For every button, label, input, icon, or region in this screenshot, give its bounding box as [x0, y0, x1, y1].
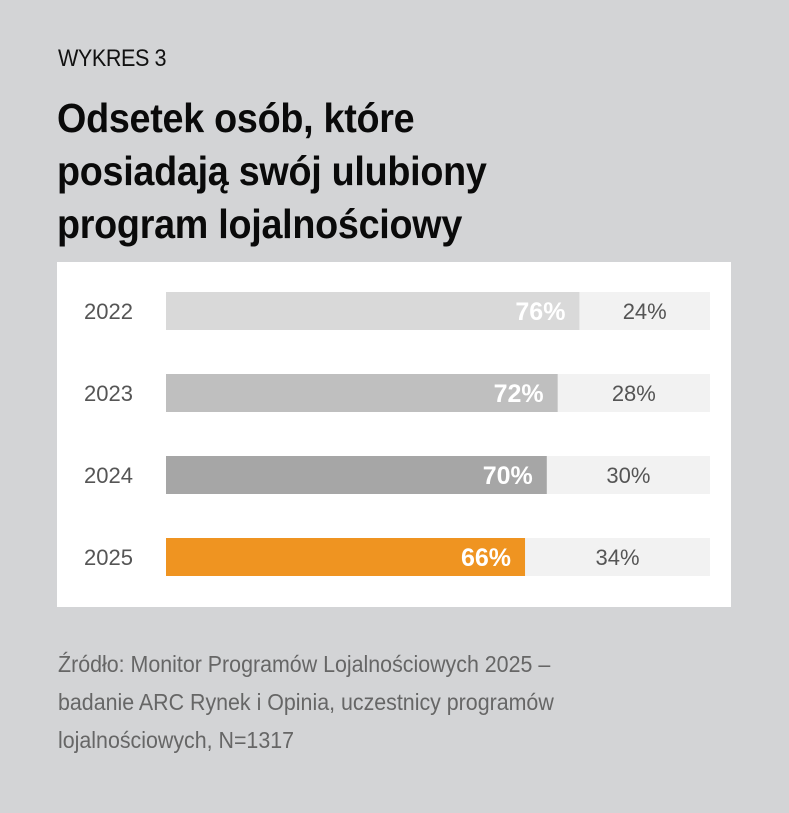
remainder-value-label: 30% — [606, 463, 650, 488]
year-tick-label: 2024 — [84, 463, 133, 488]
bar-remainder — [546, 456, 710, 494]
bar-remainder — [579, 292, 710, 330]
source-line: Źródło: Monitor Programów Lojalnościowyc… — [58, 651, 551, 677]
bar-value-label: 70% — [483, 462, 533, 490]
chart-title-line: posiadają swój ulubiony — [57, 148, 487, 194]
bar-main — [166, 456, 547, 494]
year-tick-label: 2022 — [84, 299, 133, 324]
remainder-value-label: 28% — [612, 381, 656, 406]
bar-remainder — [557, 374, 710, 412]
source-line: lojalnościowych, N=1317 — [58, 727, 295, 753]
chart-title-line: Odsetek osób, które — [57, 95, 415, 141]
bar-main — [166, 538, 526, 576]
source-note: Źródło: Monitor Programów Lojalnościowyc… — [58, 645, 709, 759]
remainder-value-label: 34% — [595, 545, 639, 570]
bar-value-label: 72% — [494, 380, 544, 408]
chart-kicker: WYKRES 3 — [58, 45, 167, 72]
bar-value-label: 66% — [461, 544, 511, 572]
source-line: badanie ARC Rynek i Opinia, uczestnicy p… — [58, 689, 554, 715]
year-tick-label: 2023 — [84, 381, 133, 406]
year-tick-label: 2025 — [84, 545, 133, 570]
remainder-value-label: 24% — [623, 299, 667, 324]
chart-panel: 2022 76% 24% 2023 72% 28% 2024 70% 30% 2025 66% 34% — [57, 262, 731, 607]
chart-title-line: program lojalnościowy — [57, 201, 463, 247]
bar-main — [166, 292, 580, 330]
bar-chart: 2022 76% 24% 2023 72% 28% 2024 70% 30% 2025 66% 34% — [84, 292, 710, 576]
bar-main — [166, 374, 558, 412]
chart-title: Odsetek osób, które posiadają swój ulubi… — [57, 92, 701, 251]
bar-remainder — [525, 538, 710, 576]
bar-value-label: 76% — [515, 298, 565, 326]
